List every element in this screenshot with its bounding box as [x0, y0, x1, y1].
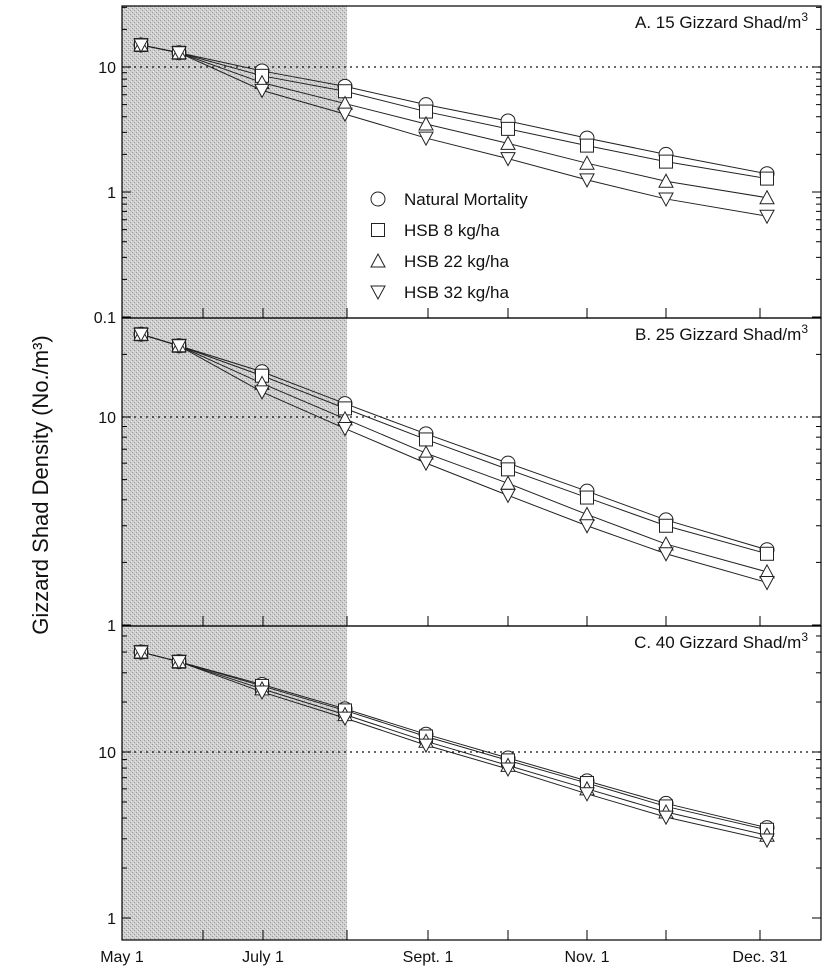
data-point-hsb-32-kg-ha — [171, 655, 187, 670]
data-point-hsb-32-kg-ha — [171, 339, 187, 354]
data-point-hsb-22-kg-ha — [418, 115, 434, 131]
data-point-hsb-32-kg-ha — [133, 645, 149, 661]
data-point-hsb-32-kg-ha — [418, 456, 434, 472]
data-point-hsb-32-kg-ha — [500, 488, 516, 504]
data-point-hsb-22-kg-ha — [658, 173, 674, 188]
panel-b-title: B. 25 Gizzard Shad/m3 — [635, 322, 808, 344]
data-point-hsb-22-kg-ha — [759, 189, 775, 205]
data-point-hsb-32-kg-ha — [418, 738, 434, 754]
series-markers-hsb-32-kg-ha — [133, 645, 775, 849]
data-point-hsb-32-kg-ha — [579, 787, 595, 802]
data-point-hsb-32-kg-ha — [658, 547, 674, 562]
data-point-hsb-22-kg-ha — [579, 155, 595, 170]
legend-label-hsb-8-kg-ha: HSB 8 kg/ha — [404, 221, 500, 240]
data-point-hsb-22-kg-ha — [579, 506, 595, 521]
panel-b: 1 10 B. 25 Gizzard Shad/m3 — [98, 317, 822, 635]
y-tick-label: 10 — [98, 410, 116, 427]
shaded-period-panel-1 — [122, 6, 347, 318]
series-markers-hsb-32-kg-ha — [133, 38, 775, 225]
data-point-hsb-8-kg-ha — [419, 432, 433, 447]
data-point-hsb-32-kg-ha — [254, 385, 270, 400]
data-point-hsb-8-kg-ha — [659, 518, 673, 533]
x-tick-label: Sept. 1 — [403, 949, 454, 966]
data-point-hsb-8-kg-ha — [760, 171, 774, 186]
legend-label-natural-mortality: Natural Mortality — [404, 190, 528, 209]
data-point-hsb-8-kg-ha — [760, 546, 774, 561]
x-tick-label: Nov. 1 — [564, 949, 609, 966]
data-point-hsb-32-kg-ha — [337, 711, 353, 727]
y-tick-label: 0.1 — [94, 310, 116, 327]
data-point-hsb-32-kg-ha — [579, 173, 595, 188]
data-point-hsb-32-kg-ha — [254, 83, 270, 99]
data-point-hsb-8-kg-ha — [501, 121, 515, 136]
series-markers-hsb-32-kg-ha — [133, 327, 775, 591]
y-tick-label: 1 — [107, 185, 116, 202]
x-tick-label: Dec. 31 — [732, 949, 787, 966]
data-point-hsb-22-kg-ha — [500, 135, 516, 150]
legend-marker-triangle-up — [370, 252, 386, 268]
y-axis-title: Gizzard Shad Density (No./m³) — [28, 335, 53, 635]
legend-marker-square — [371, 223, 385, 237]
data-point-hsb-32-kg-ha — [500, 762, 516, 778]
shaded-period-panel-3 — [122, 626, 347, 940]
data-point-hsb-8-kg-ha — [580, 138, 594, 153]
data-point-hsb-32-kg-ha — [658, 192, 674, 207]
y-tick-label: 1 — [107, 911, 116, 928]
data-point-hsb-32-kg-ha — [133, 327, 149, 343]
panel-c: 1 10 C. 40 Gizzard Shad/m3 — [98, 625, 822, 941]
data-point-hsb-32-kg-ha — [759, 833, 775, 849]
y-tick-label: 10 — [98, 745, 116, 762]
data-point-hsb-32-kg-ha — [759, 576, 775, 591]
legend: Natural Mortality HSB 8 kg/ha HSB 22 kg/ha… — [370, 190, 528, 302]
legend-marker-triangle-down — [370, 285, 386, 301]
data-point-hsb-32-kg-ha — [337, 422, 353, 437]
y-tick-label: 10 — [98, 60, 116, 77]
data-point-hsb-32-kg-ha — [658, 810, 674, 826]
x-tick-label: May 1 — [100, 949, 144, 966]
data-point-hsb-22-kg-ha — [759, 563, 775, 579]
data-point-hsb-32-kg-ha — [500, 152, 516, 167]
data-point-hsb-32-kg-ha — [579, 519, 595, 534]
data-point-hsb-32-kg-ha — [418, 131, 434, 147]
legend-label-hsb-32-kg-ha: HSB 32 kg/ha — [404, 283, 509, 302]
panel-c-frame — [121, 625, 822, 941]
data-point-hsb-32-kg-ha — [254, 685, 270, 701]
y-tick-label: 1 — [107, 618, 116, 635]
x-tick-label: July 1 — [242, 949, 284, 966]
data-point-hsb-8-kg-ha — [580, 490, 594, 505]
data-point-hsb-32-kg-ha — [337, 107, 353, 123]
legend-label-hsb-22-kg-ha: HSB 22 kg/ha — [404, 252, 509, 271]
data-point-hsb-32-kg-ha — [133, 38, 149, 54]
data-point-hsb-22-kg-ha — [500, 475, 516, 490]
data-point-hsb-32-kg-ha — [171, 46, 187, 61]
data-point-hsb-8-kg-ha — [501, 462, 515, 477]
data-point-hsb-8-kg-ha — [659, 154, 673, 169]
legend-marker-circle — [370, 191, 386, 207]
data-point-hsb-32-kg-ha — [759, 209, 775, 225]
panel-c-title: C. 40 Gizzard Shad/m3 — [634, 630, 808, 652]
shaded-period-panel-2 — [122, 318, 347, 626]
panel-a-title: A. 15 Gizzard Shad/m3 — [635, 10, 808, 32]
